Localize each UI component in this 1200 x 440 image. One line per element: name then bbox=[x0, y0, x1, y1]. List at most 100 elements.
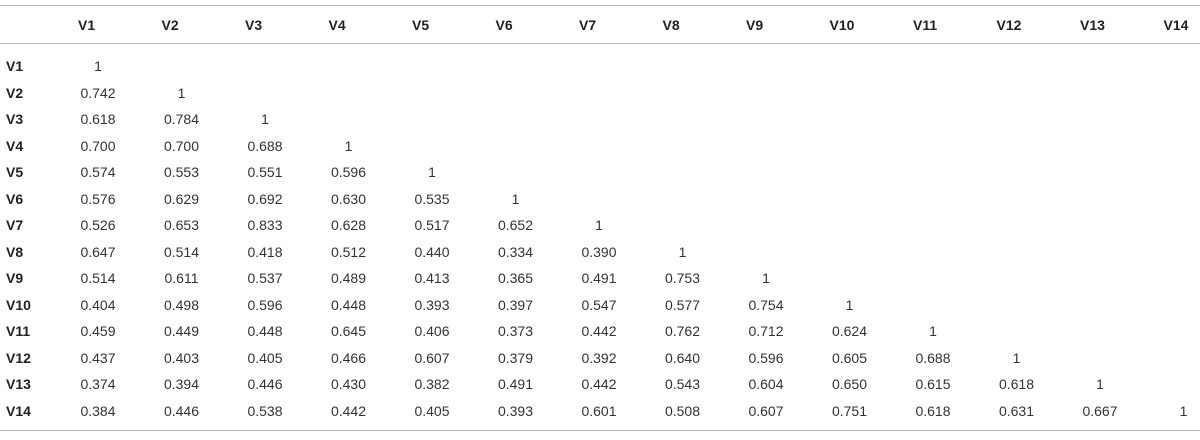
cell bbox=[1164, 371, 1200, 398]
cell-value: 0.647 bbox=[80, 243, 116, 260]
cell: 0.618 bbox=[913, 398, 997, 431]
cell-value: 0.624 bbox=[831, 323, 868, 340]
cell-value: 0.394 bbox=[163, 376, 200, 393]
header-row: V1 V2 V3 V4 V5 V6 V7 V8 V9 V10 V11 V12 V13 V14 bbox=[0, 6, 1200, 44]
cell-value: 0.700 bbox=[80, 137, 116, 154]
table-row: V3 0.618 0.784 1 bbox=[0, 106, 1200, 133]
cell: 0.742 bbox=[78, 80, 162, 107]
cell: 0.334 bbox=[496, 239, 580, 266]
cell bbox=[1164, 239, 1200, 266]
cell bbox=[412, 44, 496, 80]
cell-value: 1 bbox=[1096, 376, 1104, 393]
cell bbox=[1080, 239, 1164, 266]
table-row: V4 0.700 0.700 0.688 1 bbox=[0, 133, 1200, 160]
cell-value: 0.535 bbox=[414, 190, 450, 207]
cell: 0.405 bbox=[412, 398, 496, 431]
cell-value: 0.628 bbox=[330, 217, 367, 234]
cell: 0.442 bbox=[329, 398, 413, 431]
table-row: V1 1 bbox=[0, 44, 1200, 80]
cell-value: 0.688 bbox=[247, 137, 283, 154]
cell-value: 0.446 bbox=[247, 376, 283, 393]
cell bbox=[830, 106, 914, 133]
cell: 0.607 bbox=[746, 398, 830, 431]
cell: 0.449 bbox=[162, 318, 246, 345]
cell: 1 bbox=[997, 345, 1081, 372]
cell: 0.384 bbox=[78, 398, 162, 431]
cell bbox=[329, 80, 413, 107]
cell: 0.397 bbox=[496, 292, 580, 319]
cell bbox=[830, 186, 914, 213]
cell-value: 0.576 bbox=[80, 190, 116, 207]
cell-value: 0.379 bbox=[497, 349, 534, 366]
row-label: V6 bbox=[6, 190, 24, 207]
cell-value: 0.618 bbox=[80, 111, 116, 128]
cell-value: 0.601 bbox=[581, 402, 617, 419]
cell: 0.379 bbox=[496, 345, 580, 372]
cell-value: 0.491 bbox=[581, 270, 617, 287]
cell-value: 0.611 bbox=[164, 270, 199, 287]
cell: 0.629 bbox=[162, 186, 246, 213]
cell-value: 0.650 bbox=[831, 376, 868, 393]
cell-value: 0.413 bbox=[414, 270, 450, 287]
cell-value: 0.692 bbox=[247, 190, 283, 207]
cell: 0.688 bbox=[913, 345, 997, 372]
cell bbox=[1164, 292, 1200, 319]
cell: 0.751 bbox=[830, 398, 914, 431]
cell-value: 0.605 bbox=[831, 349, 868, 366]
cell: 0.551 bbox=[245, 159, 329, 186]
cell: 0.374 bbox=[78, 371, 162, 398]
cell bbox=[1080, 80, 1164, 107]
cell bbox=[913, 212, 997, 239]
cell: 0.630 bbox=[329, 186, 413, 213]
cell: 0.526 bbox=[78, 212, 162, 239]
cell-value: 0.514 bbox=[163, 243, 200, 260]
cell-value: 0.406 bbox=[414, 323, 450, 340]
table-row: V10 0.404 0.498 0.596 0.448 0.393 0.397 0.547 0.… bbox=[0, 292, 1200, 319]
cell-value: 0.784 bbox=[163, 111, 200, 128]
column-header: V12 bbox=[996, 16, 1022, 33]
cell: 0.403 bbox=[162, 345, 246, 372]
cell-value: 0.393 bbox=[497, 402, 534, 419]
cell-value: 1 bbox=[595, 217, 603, 234]
cell: 1 bbox=[1164, 398, 1200, 431]
cell-value: 1 bbox=[261, 111, 269, 128]
cell: 0.640 bbox=[663, 345, 747, 372]
cell bbox=[913, 80, 997, 107]
cell: 0.489 bbox=[329, 265, 413, 292]
cell bbox=[997, 318, 1081, 345]
cell-value: 0.553 bbox=[163, 164, 200, 181]
cell bbox=[412, 106, 496, 133]
cell bbox=[663, 44, 747, 80]
cell bbox=[913, 106, 997, 133]
cell-value: 0.833 bbox=[247, 217, 283, 234]
cell-value: 0.596 bbox=[330, 164, 367, 181]
cell bbox=[663, 80, 747, 107]
cell: 0.535 bbox=[412, 186, 496, 213]
cell bbox=[830, 159, 914, 186]
column-header: V2 bbox=[161, 16, 179, 33]
row-label: V2 bbox=[6, 84, 24, 101]
cell-value: 0.405 bbox=[247, 349, 283, 366]
cell: 0.491 bbox=[579, 265, 663, 292]
cell bbox=[1164, 212, 1200, 239]
cell-value: 0.537 bbox=[247, 270, 283, 287]
cell: 0.459 bbox=[78, 318, 162, 345]
cell-value: 0.742 bbox=[80, 84, 116, 101]
cell bbox=[1164, 133, 1200, 160]
cell-value: 0.547 bbox=[581, 296, 617, 313]
column-header: V13 bbox=[1080, 16, 1105, 33]
cell: 0.498 bbox=[162, 292, 246, 319]
cell bbox=[663, 186, 747, 213]
cell: 0.596 bbox=[746, 345, 830, 372]
cell: 1 bbox=[78, 44, 162, 80]
cell-value: 1 bbox=[94, 58, 102, 75]
table-row: V6 0.576 0.629 0.692 0.630 0.535 1 bbox=[0, 186, 1200, 213]
cell bbox=[1080, 292, 1164, 319]
cell-value: 0.397 bbox=[497, 296, 534, 313]
cell-value: 0.384 bbox=[80, 402, 116, 419]
cell: 0.543 bbox=[663, 371, 747, 398]
cell: 0.514 bbox=[162, 239, 246, 266]
cell-value: 0.667 bbox=[1082, 402, 1118, 419]
cell: 0.405 bbox=[245, 345, 329, 372]
cell bbox=[913, 186, 997, 213]
